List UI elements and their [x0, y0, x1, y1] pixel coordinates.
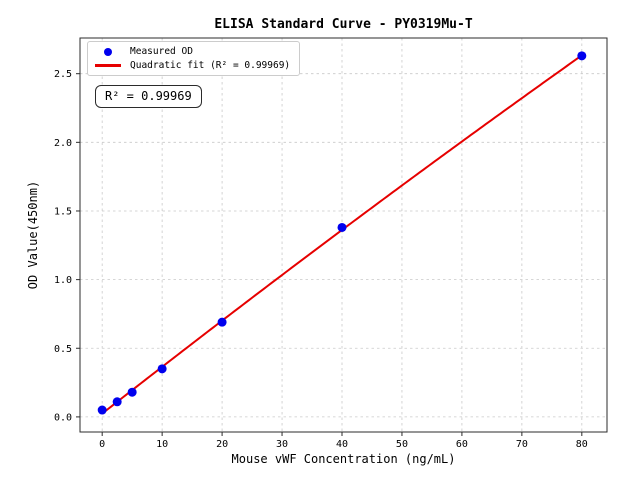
- svg-text:80: 80: [576, 439, 588, 450]
- tick-labels: 0 10 20 30 40 50 60 70 80 0.0 0.5 1.0 1.5 2.0 2.5: [54, 69, 588, 450]
- data-point: [217, 317, 227, 327]
- svg-text:2.0: 2.0: [54, 138, 72, 149]
- svg-text:1.0: 1.0: [54, 275, 72, 286]
- x-axis-label: Mouse vWF Concentration (ng/mL): [231, 452, 456, 466]
- data-point: [577, 51, 587, 61]
- svg-text:70: 70: [516, 439, 528, 450]
- data-point: [112, 397, 122, 407]
- quadratic-fit-line: [101, 54, 583, 415]
- data-point: [127, 387, 137, 397]
- fit-line-icon: [95, 64, 121, 67]
- y-axis-label: OD Value(450nm): [26, 180, 40, 290]
- data-point: [97, 405, 107, 415]
- svg-text:0: 0: [99, 439, 105, 450]
- legend: Measured OD Quadratic fit (R² = 0.99969): [87, 41, 301, 76]
- data-point: [337, 222, 347, 232]
- scatter-dot-icon: [95, 47, 121, 56]
- data-point: [157, 364, 167, 374]
- axis-ticks: [76, 73, 583, 436]
- svg-text:60: 60: [456, 439, 468, 450]
- chart-title: ELISA Standard Curve - PY0319Mu-T: [214, 17, 473, 32]
- legend-label-measured-od: Measured OD: [130, 46, 193, 57]
- svg-text:0.0: 0.0: [54, 412, 72, 423]
- svg-text:50: 50: [396, 439, 408, 450]
- svg-text:10: 10: [156, 439, 168, 450]
- svg-text:0.5: 0.5: [54, 344, 72, 355]
- svg-text:30: 30: [276, 439, 288, 450]
- legend-item-measured-od: Measured OD: [95, 46, 290, 57]
- data-points: [97, 51, 587, 415]
- plot-frame: [79, 37, 608, 433]
- svg-text:2.5: 2.5: [54, 69, 72, 80]
- svg-text:1.5: 1.5: [54, 206, 72, 217]
- svg-text:40: 40: [336, 439, 348, 450]
- svg-text:20: 20: [216, 439, 228, 450]
- legend-label-quadratic-fit: Quadratic fit (R² = 0.99969): [130, 60, 291, 71]
- legend-item-quadratic-fit: Quadratic fit (R² = 0.99969): [95, 60, 290, 71]
- r-squared-annotation: R² = 0.99969: [95, 85, 202, 108]
